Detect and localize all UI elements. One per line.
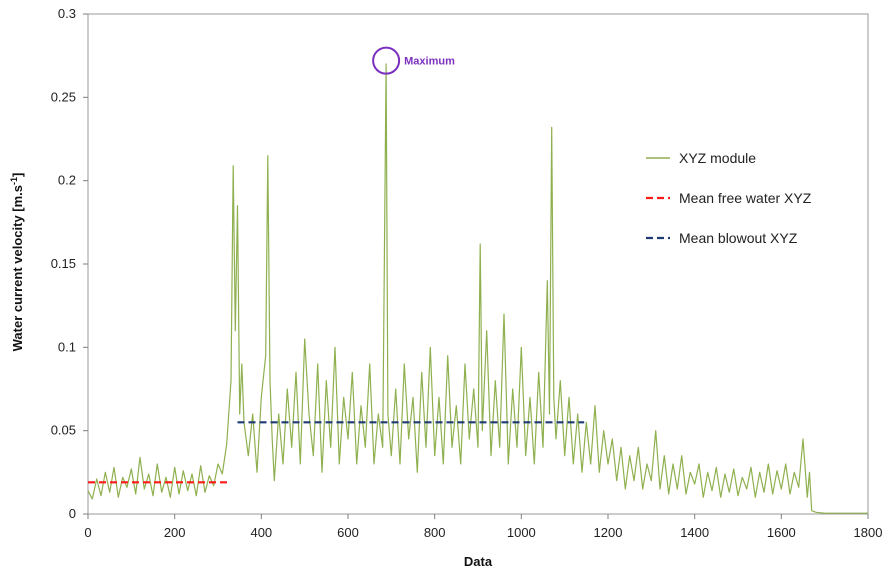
y-tick-label: 0.15 [51,256,76,271]
y-axis-title-superscript: -1 [9,177,19,185]
maximum-annotation-label: Maximum [404,56,455,68]
legend: XYZ module Mean free water XYZ Mean blowou… [646,150,812,246]
y-tick-label: 0 [69,506,76,521]
series-line-1 [87,63,868,514]
x-tick-label: 1600 [767,525,796,540]
legend-label-3: Mean blowout XYZ [679,230,798,246]
x-tick-label: 1400 [680,525,709,540]
x-axis-title: Data [464,554,493,569]
x-tick-label: 400 [250,525,272,540]
x-tick-label: 1200 [594,525,623,540]
y-axis-title-bracket: ] [10,173,25,177]
y-tick-label: 0.3 [58,6,76,21]
legend-label-2: Mean free water XYZ [679,190,812,206]
y-tick-label: 0.1 [58,339,76,354]
y-tick-label: 0.2 [58,173,76,188]
axes: 0 0.05 0.1 0.15 0.2 0.25 0.3 0 200 400 600 800 1000 1… [51,6,883,540]
series-layer [87,63,868,514]
maximum-marker-circle [372,46,401,75]
x-tick-label: 200 [164,525,186,540]
y-tick-label: 0.25 [51,89,76,104]
y-tick-label: 0.05 [51,423,76,438]
annotations: Maximum [372,46,455,75]
y-axis-title-main: Water current velocity [m.s [10,185,25,351]
legend-label-1: XYZ module [679,150,756,166]
x-tick-label: 1000 [507,525,536,540]
x-tick-label: 1800 [854,525,883,540]
x-tick-label: 800 [424,525,446,540]
x-tick-label: 600 [337,525,359,540]
x-tick-label: 0 [84,525,91,540]
y-axis-title: Water current velocity [m.s-1] [9,173,25,352]
